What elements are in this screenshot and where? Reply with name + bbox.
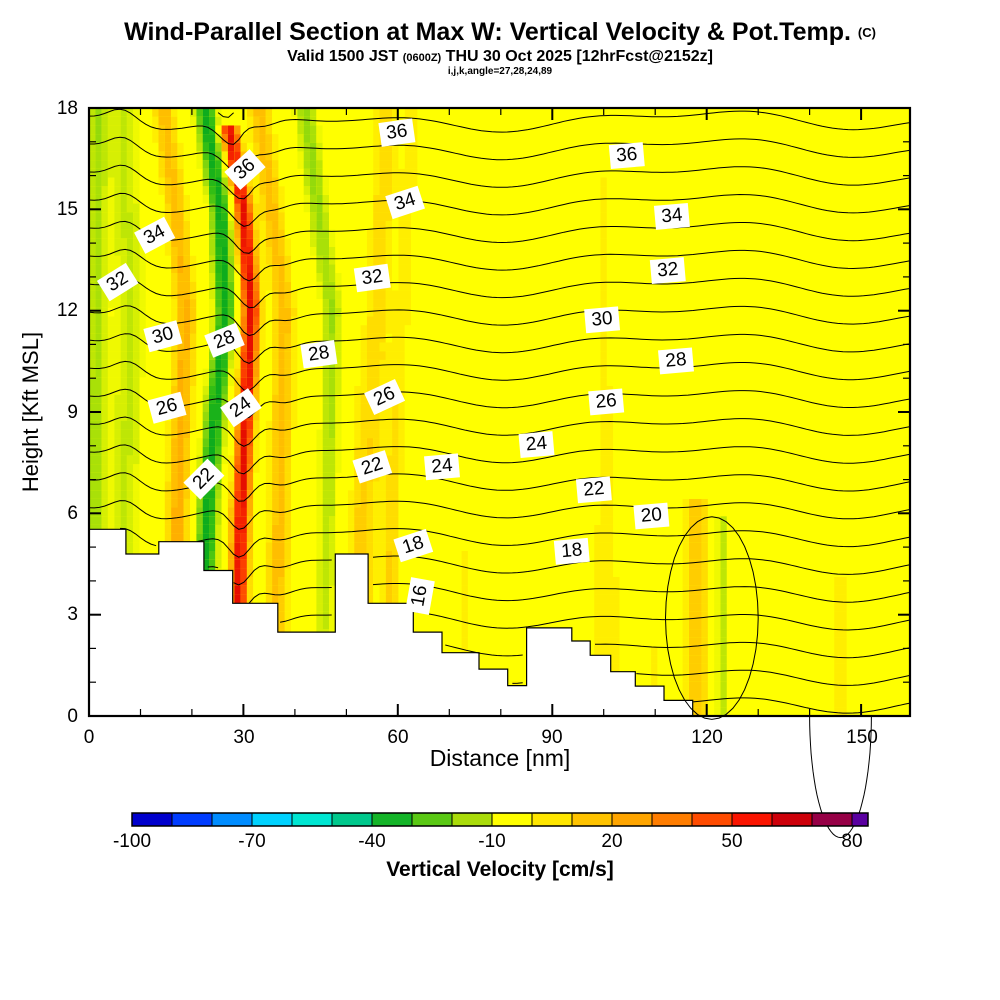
svg-text:36: 36 — [385, 120, 409, 144]
svg-text:34: 34 — [660, 204, 683, 227]
svg-text:20: 20 — [640, 504, 663, 527]
svg-text:22: 22 — [582, 478, 605, 501]
svg-text:36: 36 — [615, 144, 638, 167]
svg-text:30: 30 — [591, 308, 614, 331]
svg-text:28: 28 — [307, 342, 331, 366]
svg-text:24: 24 — [525, 433, 548, 456]
svg-text:26: 26 — [595, 390, 618, 413]
svg-text:16: 16 — [407, 584, 431, 608]
svg-text:18: 18 — [560, 539, 583, 562]
svg-text:32: 32 — [656, 259, 679, 282]
svg-text:24: 24 — [431, 455, 454, 478]
svg-text:32: 32 — [360, 266, 384, 290]
svg-text:28: 28 — [665, 349, 688, 372]
